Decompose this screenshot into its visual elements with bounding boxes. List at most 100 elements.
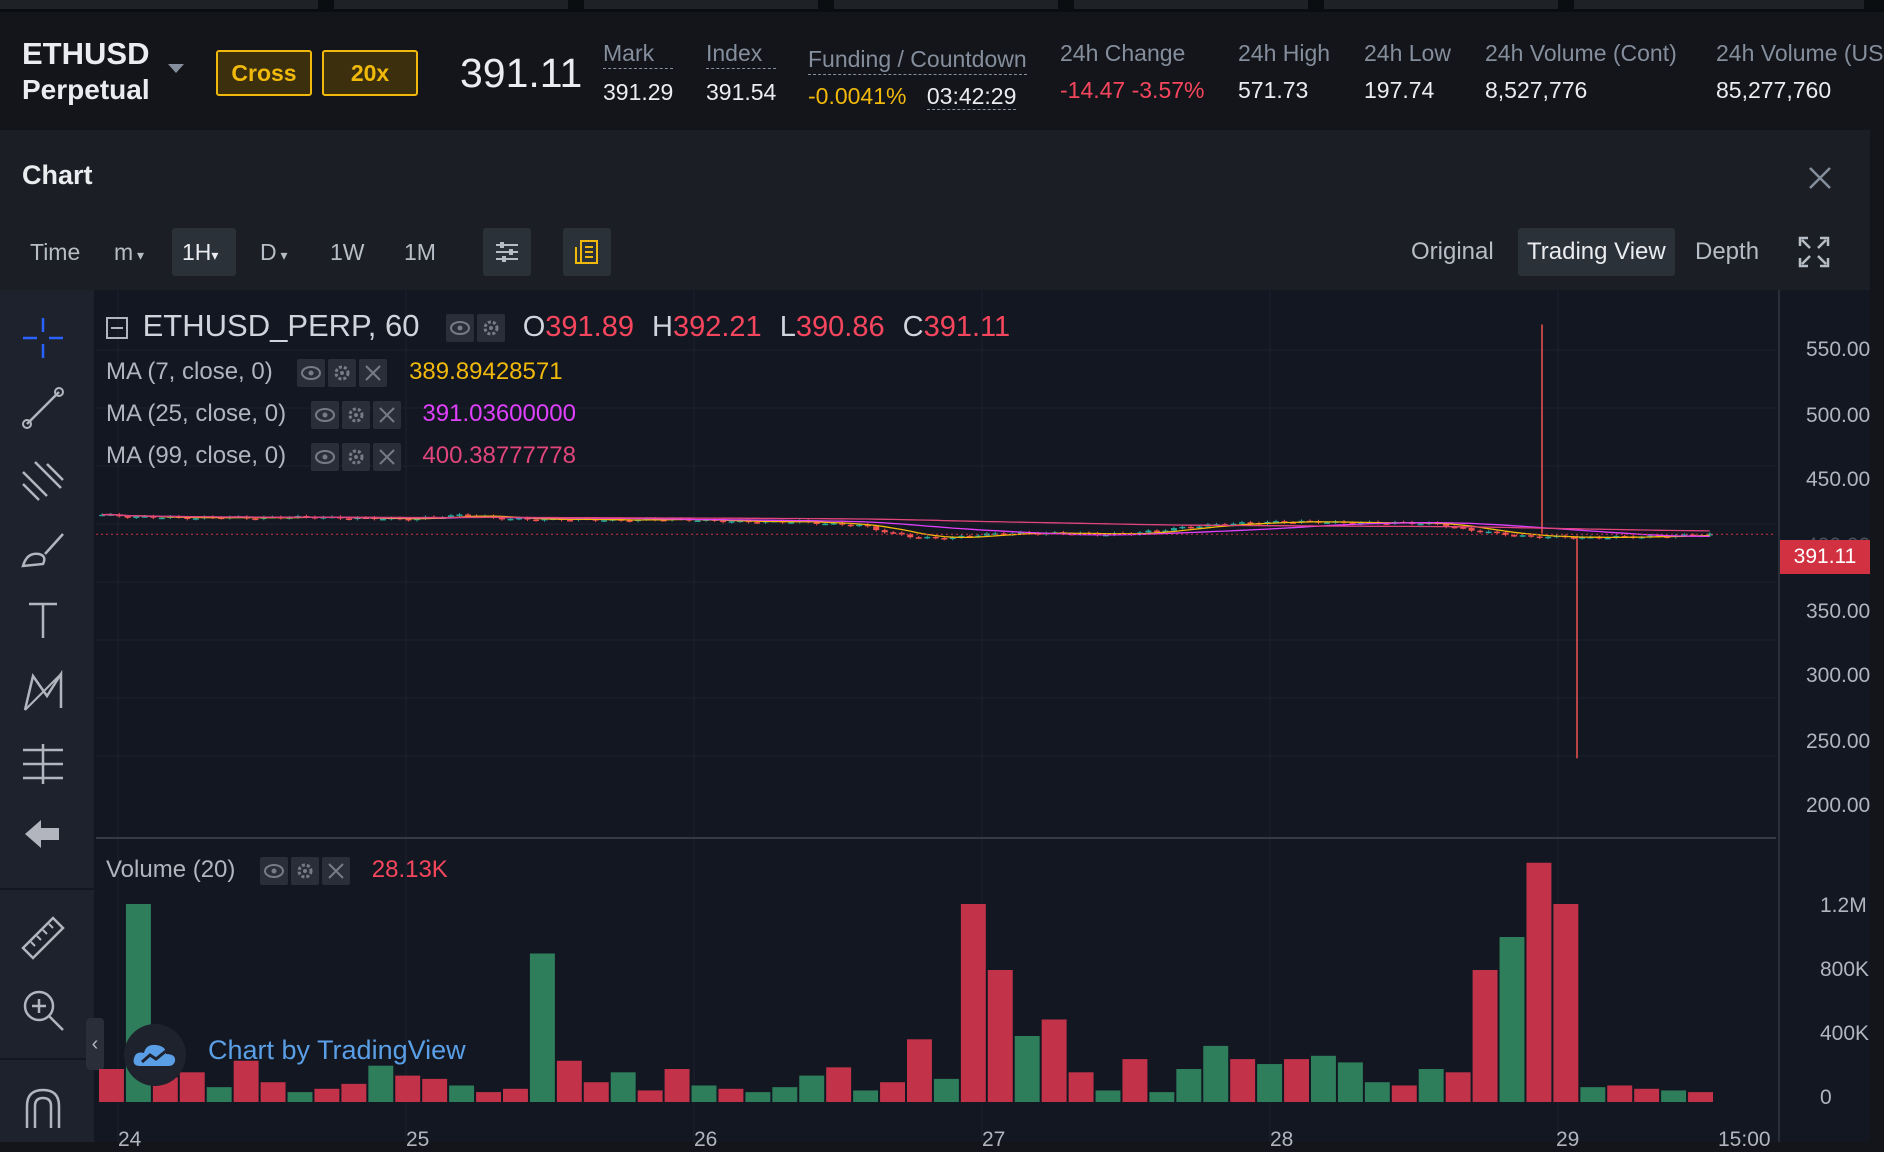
open-label: O <box>522 311 546 343</box>
eye-icon[interactable] <box>310 400 339 429</box>
text-icon[interactable] <box>17 594 69 646</box>
pattern-icon[interactable] <box>17 666 69 718</box>
ma-value: 389.89428571 <box>409 358 563 385</box>
stat-value: 571.73 <box>1238 77 1309 103</box>
volume-bar <box>691 1085 717 1102</box>
view-original[interactable]: Original <box>1411 238 1494 265</box>
price-volume-plot[interactable] <box>96 290 1776 1142</box>
interval-minutes-label: m <box>114 239 134 265</box>
stat-label: 24h Low <box>1364 40 1451 66</box>
interval-minutes[interactable]: m ▾ <box>104 228 154 276</box>
candle-body <box>932 536 939 539</box>
ma-label: MA (25, close, 0) <box>106 400 287 427</box>
toolbar-divider <box>0 888 94 890</box>
candle-body <box>345 518 352 521</box>
remove-icon[interactable] <box>372 400 401 429</box>
candle-body <box>890 532 897 534</box>
magnet-icon[interactable] <box>17 1082 69 1134</box>
candle-body <box>447 515 454 518</box>
tradingview-logo[interactable] <box>124 1024 186 1086</box>
panel-title: Chart <box>22 160 93 190</box>
interval-1w[interactable]: 1W <box>330 239 365 265</box>
tab-segment <box>1074 0 1308 9</box>
gear-icon[interactable] <box>341 442 370 471</box>
stat-value: 391.29 <box>603 79 674 105</box>
gear-icon[interactable] <box>341 400 370 429</box>
tradingview-link[interactable]: Chart by TradingView <box>208 1035 466 1065</box>
volume-bar <box>260 1082 286 1102</box>
candle-body <box>1187 526 1194 529</box>
zoom-in-icon[interactable] <box>17 984 69 1036</box>
stat-label[interactable]: Index <box>706 40 777 69</box>
eye-icon[interactable] <box>260 856 289 885</box>
interval-day-label: D <box>260 239 277 265</box>
candle-body <box>1681 534 1688 536</box>
collapse-toolbar-button[interactable]: ‹ <box>86 1018 104 1070</box>
settings-sliders-button[interactable] <box>483 228 531 276</box>
candle-body <box>465 514 471 516</box>
volume-bar <box>907 1039 932 1102</box>
remove-icon[interactable] <box>322 856 351 885</box>
interval-1h[interactable]: 1H▾ <box>172 228 236 276</box>
volume-tick: 400K <box>1820 1022 1870 1045</box>
eye-icon[interactable] <box>446 313 475 342</box>
ma-label: MA (99, close, 0) <box>106 442 287 469</box>
prediction-icon[interactable] <box>17 738 69 790</box>
back-arrow-icon[interactable] <box>17 808 69 860</box>
chevron-down-icon[interactable] <box>168 64 184 73</box>
y-tick: 250.00 <box>1806 730 1871 753</box>
volume-bar <box>449 1085 475 1102</box>
volume-bar <box>1634 1088 1660 1102</box>
x-tick: 28 <box>1270 1128 1294 1151</box>
candle-body <box>694 520 701 522</box>
fib-icon[interactable] <box>17 454 69 506</box>
collapse-legend-icon[interactable] <box>106 316 128 339</box>
ruler-icon[interactable] <box>17 912 69 964</box>
eye-icon[interactable] <box>297 358 326 387</box>
candle-body <box>192 518 199 520</box>
brush-icon[interactable] <box>17 522 69 574</box>
trendline-icon[interactable] <box>17 382 69 434</box>
candle-body <box>184 517 191 519</box>
candle-body <box>1443 524 1450 527</box>
volume-bar <box>179 1072 205 1102</box>
margin-mode-button[interactable]: Cross <box>216 50 312 96</box>
candle-body <box>949 537 956 539</box>
volume-bar <box>1661 1090 1687 1102</box>
fullscreen-icon[interactable] <box>1796 234 1832 270</box>
candle-body <box>1230 523 1237 526</box>
gear-icon[interactable] <box>291 856 320 885</box>
volume-bar <box>556 1060 582 1102</box>
x-tick: 27 <box>982 1128 1006 1151</box>
volume-bar <box>826 1067 852 1102</box>
candle-body <box>379 518 386 521</box>
close-icon[interactable] <box>1806 164 1834 192</box>
stat-label[interactable]: Funding / Countdown <box>808 46 1027 75</box>
symbol-legend: ETHUSD_PERP, 60 O391.89 H392.21 L390.86 … <box>106 308 1010 344</box>
gear-icon[interactable] <box>477 313 506 342</box>
crosshair-icon[interactable] <box>17 312 69 364</box>
ma99-line <box>102 513 1710 532</box>
interval-day[interactable]: D ▾ <box>250 228 298 276</box>
top-tab-strip <box>0 0 1884 12</box>
y-tick: 300.00 <box>1806 664 1871 687</box>
volume-bar <box>1364 1082 1390 1102</box>
leverage-button[interactable]: 20x <box>322 50 418 96</box>
interval-1m[interactable]: 1M <box>404 239 436 265</box>
view-trading-view[interactable]: Trading View <box>1518 228 1675 276</box>
remove-icon[interactable] <box>359 358 388 387</box>
interval-time[interactable]: Time <box>30 239 81 265</box>
volume-bar <box>1203 1045 1229 1102</box>
drawing-toolbar: ‹ <box>0 290 104 1142</box>
indicators-button[interactable] <box>563 228 611 276</box>
stat-label[interactable]: Mark <box>603 40 674 69</box>
candle-body <box>898 532 905 535</box>
eye-icon[interactable] <box>310 442 339 471</box>
tab-segment <box>1574 0 1864 9</box>
caret-down-icon: ▾ <box>133 247 145 263</box>
view-depth[interactable]: Depth <box>1695 238 1760 265</box>
candle-body <box>1179 526 1186 529</box>
gear-icon[interactable] <box>328 358 357 387</box>
symbol-selector[interactable]: ETHUSD Perpetual <box>22 36 150 108</box>
remove-icon[interactable] <box>372 442 401 471</box>
